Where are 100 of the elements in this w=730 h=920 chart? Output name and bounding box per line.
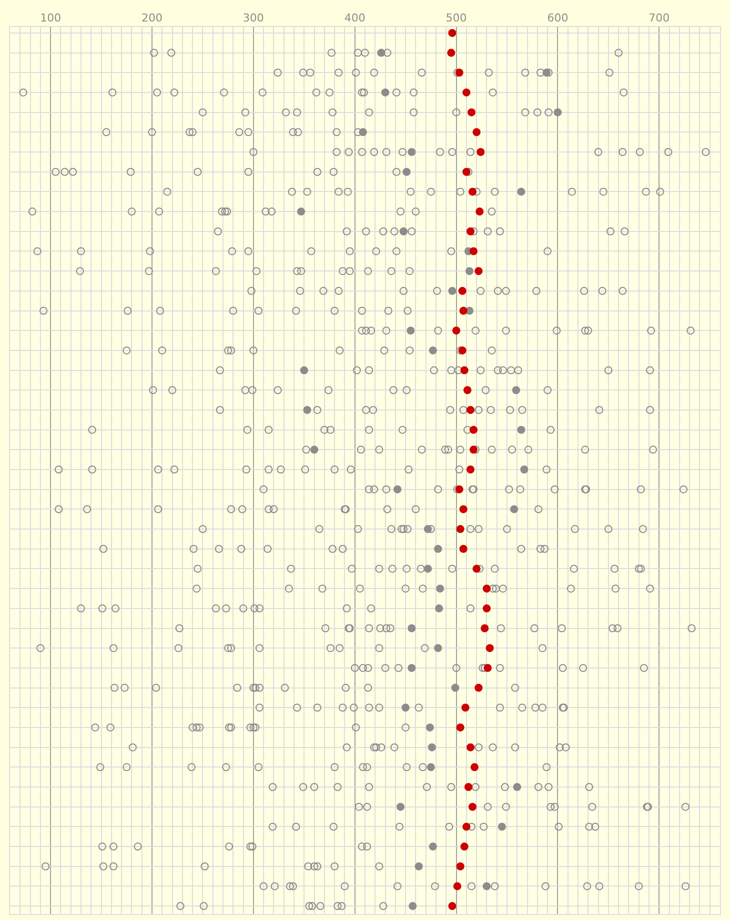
point — [316, 902, 324, 910]
point — [99, 862, 108, 870]
point — [402, 386, 411, 394]
point — [326, 88, 334, 96]
point — [390, 743, 398, 752]
point — [321, 624, 330, 632]
point — [594, 148, 602, 156]
point — [229, 306, 238, 315]
point — [354, 48, 362, 57]
point — [344, 188, 352, 196]
point — [494, 366, 502, 374]
point — [579, 664, 588, 672]
x-tick-label: 100 — [40, 12, 62, 25]
point — [302, 446, 310, 454]
point — [532, 286, 540, 295]
point — [54, 466, 63, 474]
point — [387, 267, 396, 276]
point — [581, 446, 590, 454]
point — [296, 286, 304, 295]
point — [568, 188, 576, 196]
point — [620, 88, 628, 96]
point — [412, 208, 420, 216]
point — [254, 763, 262, 772]
point — [406, 188, 415, 196]
point — [430, 882, 439, 890]
point — [534, 783, 542, 791]
point — [174, 644, 182, 652]
point — [604, 525, 612, 534]
point — [474, 525, 483, 534]
point — [482, 604, 491, 612]
point — [570, 525, 579, 534]
point — [288, 128, 297, 136]
point — [299, 68, 308, 77]
point — [288, 188, 296, 196]
point — [361, 48, 369, 57]
point — [461, 704, 470, 712]
point — [452, 108, 460, 116]
point — [98, 842, 106, 851]
point — [580, 286, 588, 295]
point — [176, 902, 184, 910]
point — [109, 842, 118, 851]
point — [246, 842, 254, 851]
point — [383, 505, 392, 514]
point — [416, 564, 425, 573]
point — [488, 584, 497, 593]
point — [558, 624, 566, 632]
point — [170, 466, 178, 474]
point — [282, 108, 290, 116]
point — [408, 148, 416, 156]
point — [558, 664, 567, 672]
point — [379, 227, 388, 236]
point — [518, 406, 526, 414]
point — [536, 68, 544, 77]
point — [268, 783, 277, 791]
point — [198, 108, 207, 116]
point — [96, 763, 104, 772]
point — [496, 624, 505, 632]
point — [447, 48, 456, 57]
point — [288, 882, 297, 890]
point — [595, 882, 604, 890]
point — [225, 723, 234, 732]
point — [392, 247, 400, 256]
point — [441, 446, 450, 454]
point — [454, 366, 462, 374]
point — [398, 525, 406, 534]
point — [149, 386, 158, 394]
point — [382, 624, 390, 632]
point — [418, 763, 427, 772]
point — [418, 584, 427, 593]
point — [451, 684, 460, 692]
point — [518, 704, 526, 712]
point — [134, 842, 142, 851]
point — [297, 267, 306, 276]
point — [332, 148, 341, 156]
point — [308, 902, 316, 910]
point — [358, 842, 366, 851]
point — [358, 326, 366, 335]
point — [354, 802, 363, 811]
point — [474, 267, 483, 276]
point — [36, 644, 44, 652]
point — [502, 286, 510, 295]
point — [398, 148, 407, 156]
point — [243, 426, 252, 434]
point — [466, 743, 474, 752]
point — [249, 148, 258, 156]
point — [410, 108, 418, 116]
point — [237, 544, 246, 553]
point — [260, 485, 268, 494]
point — [466, 604, 474, 612]
point — [274, 68, 282, 77]
point — [430, 366, 438, 374]
point — [488, 208, 496, 216]
point — [472, 564, 481, 573]
point — [370, 148, 378, 156]
point — [356, 446, 365, 454]
point — [456, 862, 464, 870]
point — [346, 247, 354, 256]
point — [362, 406, 370, 414]
point — [330, 822, 338, 831]
point — [313, 168, 322, 176]
